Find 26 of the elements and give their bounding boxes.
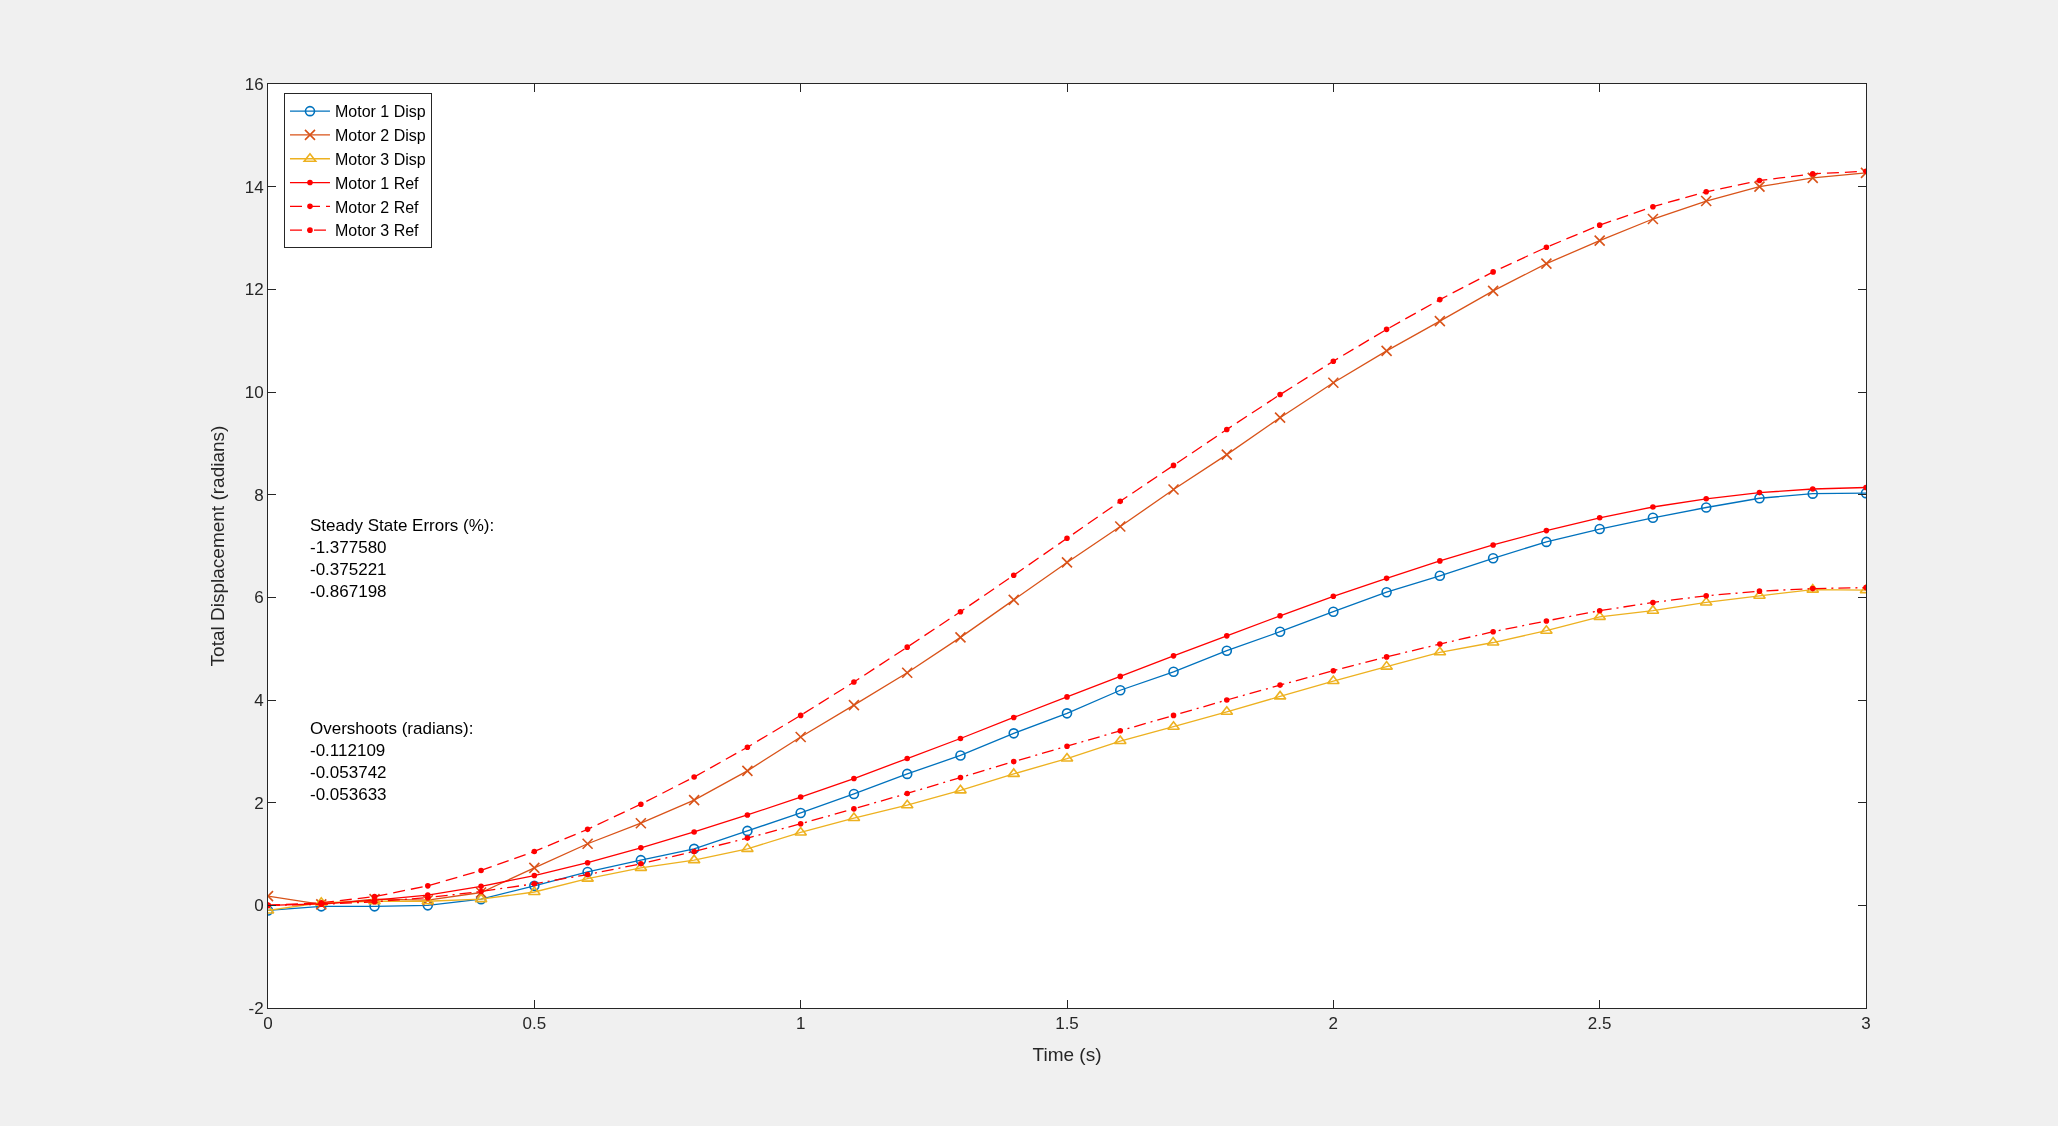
x-tick-label: 3 [1861,1014,1871,1034]
y-axis-title: Total Displacement (radians) [206,425,228,667]
legend-label: Motor 1 Disp [334,103,426,121]
legend-label: Motor 2 Ref [334,198,420,216]
y-tick-label: 6 [254,588,264,608]
y-tick-label: 0 [254,896,264,916]
x-tick-label: 1.5 [1055,1014,1079,1034]
y-tick-label: 8 [254,485,264,505]
legend-label: Motor 3 Ref [334,222,420,240]
legend-label: Motor 2 Disp [334,127,426,145]
y-tick-label: 10 [244,382,264,402]
x-tick-label: 0.5 [522,1014,547,1034]
x-tick-label: 2.5 [1587,1014,1612,1034]
y-tick-label: 2 [254,793,264,813]
x-tick-label: 2 [1328,1014,1339,1034]
y-tick-label: -2 [248,998,264,1018]
annotation: Steady State Errors (%): -1.377580 -0.375221 -0.867198 [310,516,495,602]
legend-label: Motor 3 Disp [334,150,426,168]
y-tick-label: 4 [254,690,264,710]
annotation: Overshoots (radians): -0.112109 -0.053742 -0.053633 [310,719,474,805]
x-axis-title: Time (s) [1032,1044,1102,1066]
y-tick-label: 16 [244,74,264,94]
y-tick-label: 12 [244,280,264,300]
legend-label: Motor 1 Ref [334,174,420,192]
y-tick-label: 14 [244,177,264,197]
x-tick-label: 1 [795,1014,806,1034]
